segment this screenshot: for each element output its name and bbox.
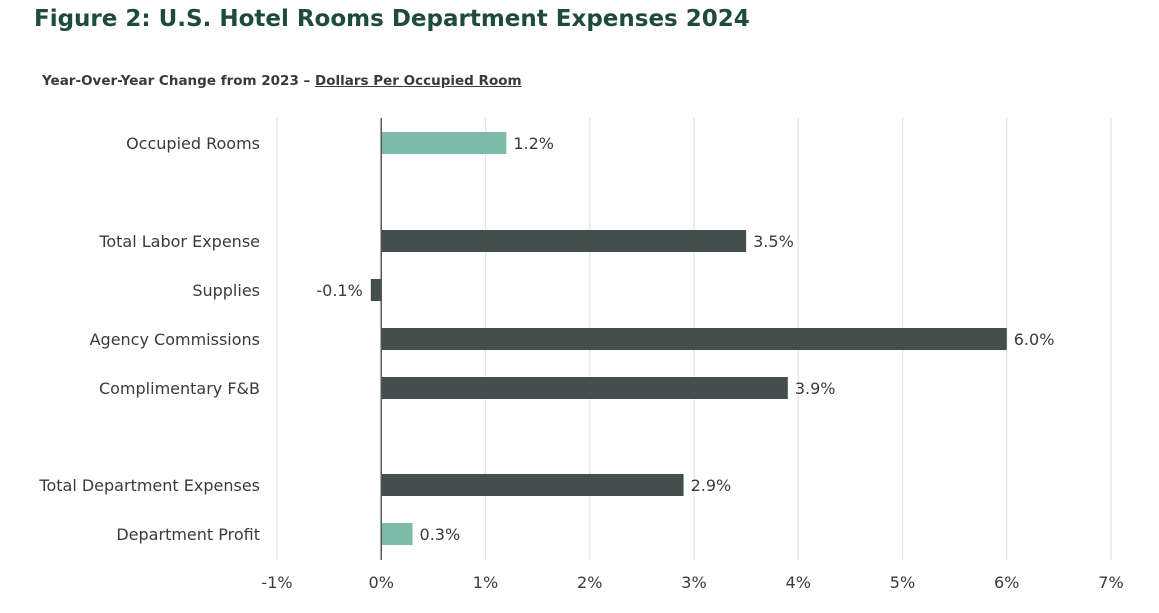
value-label: 1.2%: [513, 134, 554, 153]
value-label: 2.9%: [691, 476, 732, 495]
chart-title: Figure 2: U.S. Hotel Rooms Department Ex…: [34, 6, 750, 32]
value-label: 6.0%: [1014, 330, 1055, 349]
category-label: Agency Commissions: [90, 330, 260, 349]
value-label: 3.5%: [753, 232, 794, 251]
bar: [381, 328, 1007, 350]
x-tick-label: 3%: [681, 573, 706, 592]
category-label: Complimentary F&B: [99, 379, 260, 398]
x-tick-label: 1%: [473, 573, 498, 592]
x-tick-label: 6%: [994, 573, 1019, 592]
category-label: Total Department Expenses: [38, 476, 260, 495]
x-tick-label: -1%: [261, 573, 292, 592]
x-tick-label: 4%: [786, 573, 811, 592]
category-label: Department Profit: [116, 525, 260, 544]
value-label: 0.3%: [420, 525, 461, 544]
chart-subtitle: Year-Over-Year Change from 2023 – Dollar…: [42, 73, 522, 89]
bar: [370, 279, 382, 301]
x-tick-label: 2%: [577, 573, 602, 592]
x-tick-label: 7%: [1098, 573, 1123, 592]
value-label: 3.9%: [795, 379, 836, 398]
value-label: -0.1%: [316, 281, 362, 300]
bar: [381, 230, 747, 252]
x-tick-label: 5%: [890, 573, 915, 592]
subtitle-prefix: Year-Over-Year Change from 2023 –: [42, 73, 315, 89]
category-label: Total Labor Expense: [98, 232, 260, 251]
bar: [381, 132, 507, 154]
x-tick-label: 0%: [369, 573, 394, 592]
bar: [381, 474, 684, 496]
bar: [381, 523, 413, 545]
category-label: Occupied Rooms: [126, 134, 260, 153]
subtitle-unit-link: Dollars Per Occupied Room: [315, 73, 522, 89]
category-label: Supplies: [192, 281, 260, 300]
bar: [381, 377, 788, 399]
